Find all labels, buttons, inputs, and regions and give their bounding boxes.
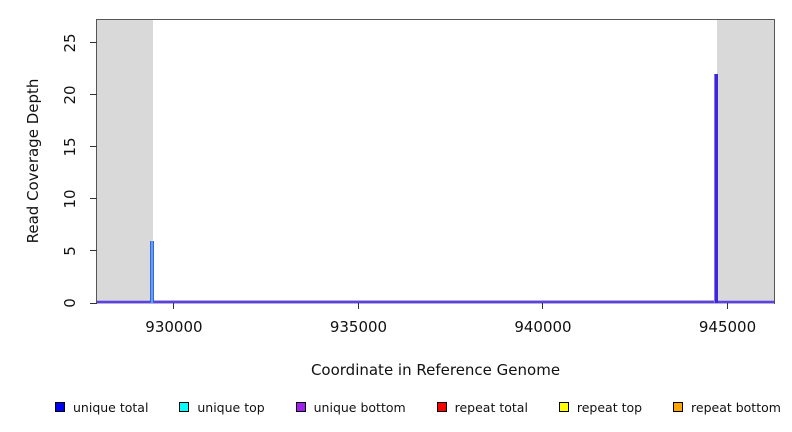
legend-item-unique-bottom: unique bottom: [295, 399, 406, 415]
shaded-region: [97, 20, 153, 303]
coverage-spike: [713, 74, 718, 303]
y-tick-mark: [90, 198, 97, 200]
x-tick-label: 930000: [145, 318, 203, 336]
x-tick-label: 945000: [698, 318, 757, 336]
legend-swatch-unique-total: [55, 402, 65, 412]
legend-item-repeat-top: repeat top: [558, 399, 643, 415]
y-tick-mark: [90, 42, 97, 44]
legend-item-unique-total: unique total: [55, 400, 148, 415]
x-tick-mark: [357, 303, 359, 309]
y-tick-label-text: 10: [61, 189, 79, 209]
legend-swatch-unique-bottom: [295, 402, 306, 412]
legend-label-unique-total: unique total: [73, 399, 149, 415]
legend-swatch-repeat-total: [436, 402, 447, 412]
y-tick-mark: [90, 94, 97, 96]
coverage-spike: [149, 240, 154, 303]
y-tick-label-text: 0: [61, 298, 79, 308]
legend-item-repeat-total: repeat total: [436, 399, 528, 415]
x-tick-mark: [727, 303, 728, 309]
shaded-region: [716, 20, 774, 303]
coverage-baseline: [97, 300, 774, 304]
y-tick-mark: [90, 146, 97, 148]
legend: unique total unique top unique bottom re…: [55, 396, 781, 418]
plot-area: [96, 19, 775, 304]
x-tick-mark: [173, 303, 175, 309]
y-tick-label-text: 25: [61, 33, 79, 53]
x-tick-label: 935000: [329, 318, 388, 336]
y-tick-label-text: 15: [61, 137, 79, 157]
legend-item-repeat-bottom: repeat bottom: [673, 400, 781, 415]
legend-label-repeat-bottom: repeat bottom: [691, 399, 781, 415]
y-tick-label-text: 5: [61, 246, 79, 256]
legend-label-repeat-top: repeat top: [576, 399, 643, 415]
x-tick-label: 940000: [514, 318, 572, 336]
x-tick-mark: [542, 303, 544, 309]
legend-swatch-unique-top: [179, 402, 190, 412]
legend-swatch-repeat-top: [558, 402, 569, 412]
y-tick-mark: [90, 302, 97, 304]
y-axis-title: Read Coverage Depth: [24, 78, 42, 244]
legend-label-unique-top: unique top: [197, 399, 265, 415]
x-axis-title: Coordinate in Reference Genome: [310, 361, 561, 379]
y-tick-label-text: 20: [61, 85, 79, 105]
legend-swatch-repeat-bottom: [673, 402, 684, 412]
y-tick-mark: [90, 250, 97, 252]
legend-label-repeat-total: repeat total: [454, 399, 528, 415]
legend-item-unique-top: unique top: [179, 399, 265, 415]
legend-label-unique-bottom: unique bottom: [313, 399, 406, 415]
